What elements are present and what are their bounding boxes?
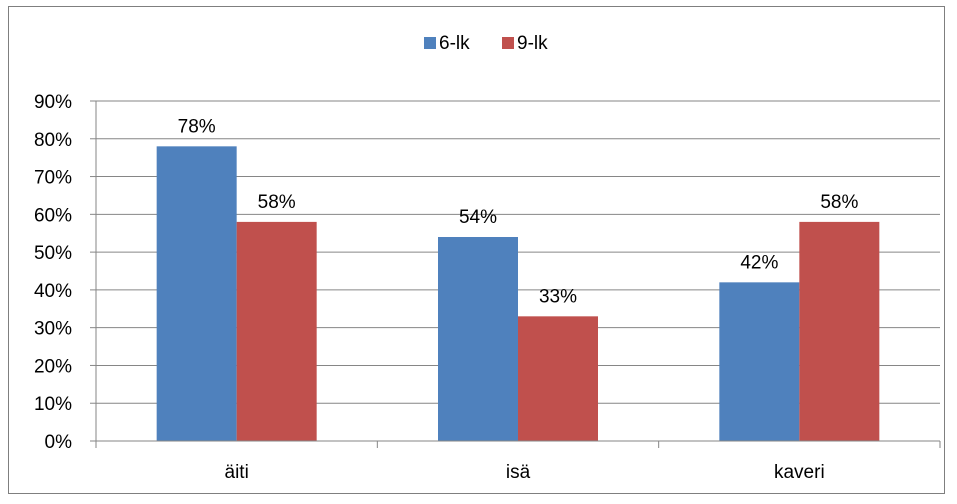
bars xyxy=(156,146,880,442)
y-tick-label: 40% xyxy=(34,281,72,302)
x-category-label: äiti xyxy=(225,462,249,483)
data-label: 42% xyxy=(740,252,778,273)
y-tick-label: 10% xyxy=(34,394,72,415)
data-label: 33% xyxy=(539,286,577,307)
data-labels: 78% 58% 54% 33% 42% 58% xyxy=(178,116,859,307)
y-tick-label: 70% xyxy=(34,168,72,189)
bar-6-lk-kaveri xyxy=(719,282,800,441)
x-category-label: kaveri xyxy=(774,462,825,483)
bar-9-lk-isä xyxy=(518,316,598,441)
y-tick-label: 80% xyxy=(34,130,72,151)
bar-9-lk-kaveri xyxy=(799,221,880,441)
axes: 0% 10% 20% 30% 40% 50% 60% 70% 80% 90% äiti isä kave… xyxy=(34,92,941,483)
legend: 6-lk 9-lk xyxy=(424,33,548,54)
y-tick-label: 30% xyxy=(34,319,72,340)
legend-swatch-6-lk xyxy=(424,37,436,49)
x-category-label: isä xyxy=(506,462,531,483)
legend-label-9-lk: 9-lk xyxy=(517,33,548,54)
bar-6-lk-äiti xyxy=(156,146,237,442)
y-tick-label: 50% xyxy=(34,243,72,264)
y-tick-label: 60% xyxy=(34,205,72,226)
legend-swatch-9-lk xyxy=(502,37,514,49)
y-tick-label: 90% xyxy=(34,92,72,113)
data-label: 58% xyxy=(258,192,296,213)
bar-6-lk-isä xyxy=(438,237,518,441)
bar-9-lk-äiti xyxy=(236,221,317,441)
y-tick-label: 0% xyxy=(45,432,73,453)
data-label: 78% xyxy=(178,116,216,137)
y-tick-label: 20% xyxy=(34,356,72,377)
data-label: 58% xyxy=(820,192,858,213)
data-label: 54% xyxy=(459,207,497,228)
legend-label-6-lk: 6-lk xyxy=(439,33,470,54)
